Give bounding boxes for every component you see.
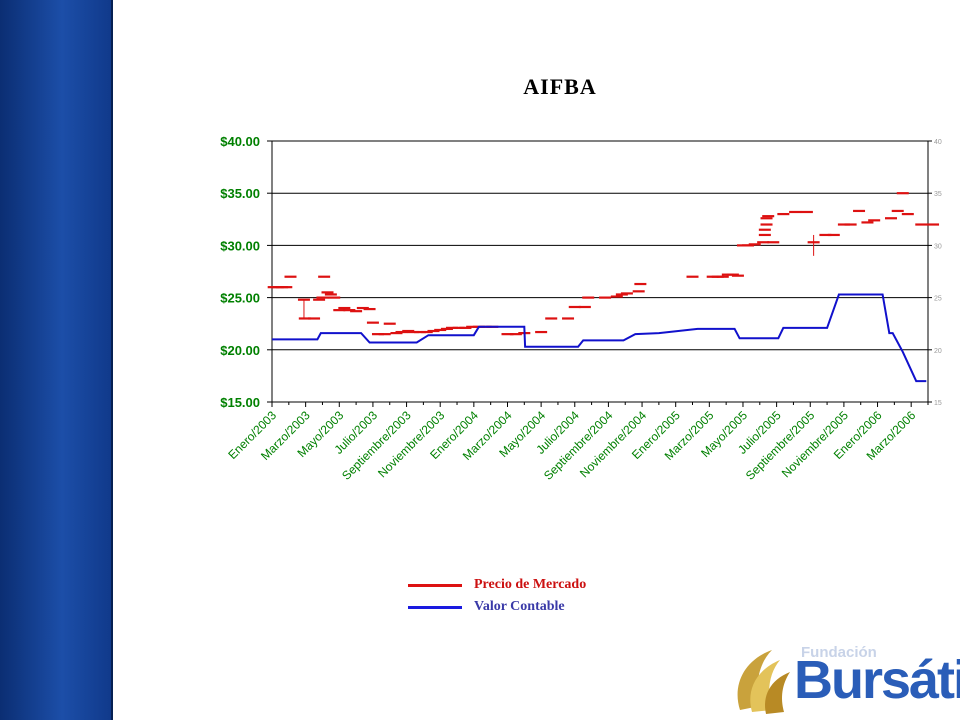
logo: Fundación Bursátil	[730, 640, 960, 720]
y-tick-label: $15.00	[220, 395, 260, 410]
y-tick-label: $30.00	[220, 238, 260, 253]
y2-tick-label: 35	[934, 191, 942, 198]
legend-swatch-price	[408, 583, 462, 587]
chart-title: AIFBA	[523, 74, 597, 99]
plot-area	[271, 140, 929, 403]
logo-swirl-icon	[737, 650, 790, 714]
legend: Precio de Mercado Valor Contable	[408, 574, 586, 618]
y2-tick-label: 15	[934, 400, 942, 407]
side-band	[0, 0, 113, 720]
logo-big-text: Bursátil	[794, 650, 960, 710]
legend-item-price: Precio de Mercado	[408, 574, 586, 596]
logo-small-text: Fundación	[801, 644, 877, 661]
y-tick-label: $20.00	[220, 343, 260, 358]
y-tick-label: $35.00	[220, 186, 260, 201]
y2-tick-label: 40	[934, 139, 942, 146]
legend-label-price: Precio de Mercado	[474, 577, 587, 592]
y-tick-label: $25.00	[220, 291, 260, 306]
legend-label-book: Valor Contable	[474, 599, 565, 614]
y2-tick-label: 20	[934, 348, 942, 355]
chart: $40.00 40 $35.00 35 $30.00 30 $25.00 25 $20.00 20…	[220, 134, 942, 483]
y2-tick-label: 25	[934, 296, 942, 303]
legend-item-book: Valor Contable	[408, 596, 586, 618]
y2-tick-label: 30	[934, 243, 942, 250]
y-tick-label: $40.00	[220, 134, 260, 149]
series-line-valor-contable	[272, 293, 927, 383]
legend-swatch-book	[408, 605, 462, 609]
